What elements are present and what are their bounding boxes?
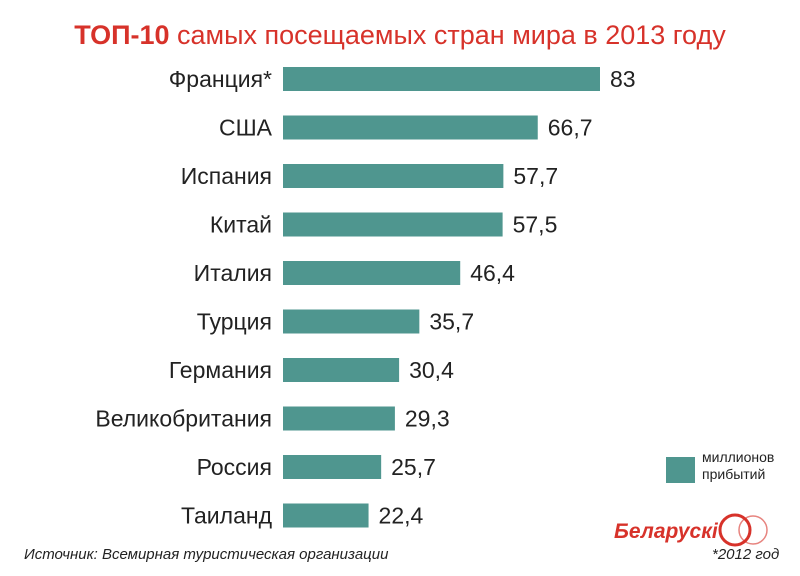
value-label-1: 66,7 (548, 115, 593, 141)
category-label-6: Германия (169, 357, 272, 383)
value-label-9: 22,4 (379, 503, 424, 529)
value-label-6: 30,4 (409, 357, 454, 383)
category-label-7: Великобритания (95, 406, 272, 432)
value-label-7: 29,3 (405, 406, 450, 432)
category-label-0: Франция* (169, 66, 272, 92)
logo-ring-outline (738, 515, 768, 545)
value-label-5: 35,7 (429, 309, 474, 335)
logo-wordmark: Беларускі (614, 520, 719, 543)
category-label-2: Испания (181, 163, 272, 189)
source-note: Источник: Всемирная туристическая органи… (24, 546, 389, 563)
category-label-1: США (219, 115, 273, 141)
bar-9 (283, 503, 369, 528)
bar-2 (283, 164, 504, 188)
value-label-2: 57,7 (513, 163, 558, 189)
category-label-9: Таиланд (181, 503, 273, 529)
bar-5 (283, 309, 420, 334)
bar-6 (283, 358, 400, 382)
category-label-8: Россия (197, 454, 272, 480)
bar-1 (283, 115, 538, 140)
bar-8 (283, 455, 382, 479)
category-label-3: Китай (210, 212, 272, 238)
legend-label: миллионов прибытий (702, 449, 775, 482)
bar-4 (283, 261, 461, 285)
category-label-4: Италия (194, 260, 272, 286)
footnote: *2012 год (712, 546, 780, 563)
value-label-4: 46,4 (470, 260, 515, 286)
category-label-5: Турция (197, 309, 272, 335)
chart-title-rest: самых посещаемых стран мира в 2013 году (177, 20, 726, 50)
chart-title: ТОП-10 самых посещаемых стран мира в 201… (0, 18, 800, 52)
logo-ring (718, 513, 752, 547)
value-label-0: 83 (610, 66, 636, 92)
value-label-3: 57,5 (513, 212, 558, 238)
bar-3 (283, 212, 503, 237)
value-label-8: 25,7 (391, 454, 436, 480)
bar-7 (283, 406, 395, 431)
belaruski-chas-logo: Беларускі (614, 513, 768, 547)
legend-swatch (666, 457, 695, 483)
bar-0 (283, 67, 600, 91)
chart-title-lead: ТОП-10 (74, 20, 170, 50)
